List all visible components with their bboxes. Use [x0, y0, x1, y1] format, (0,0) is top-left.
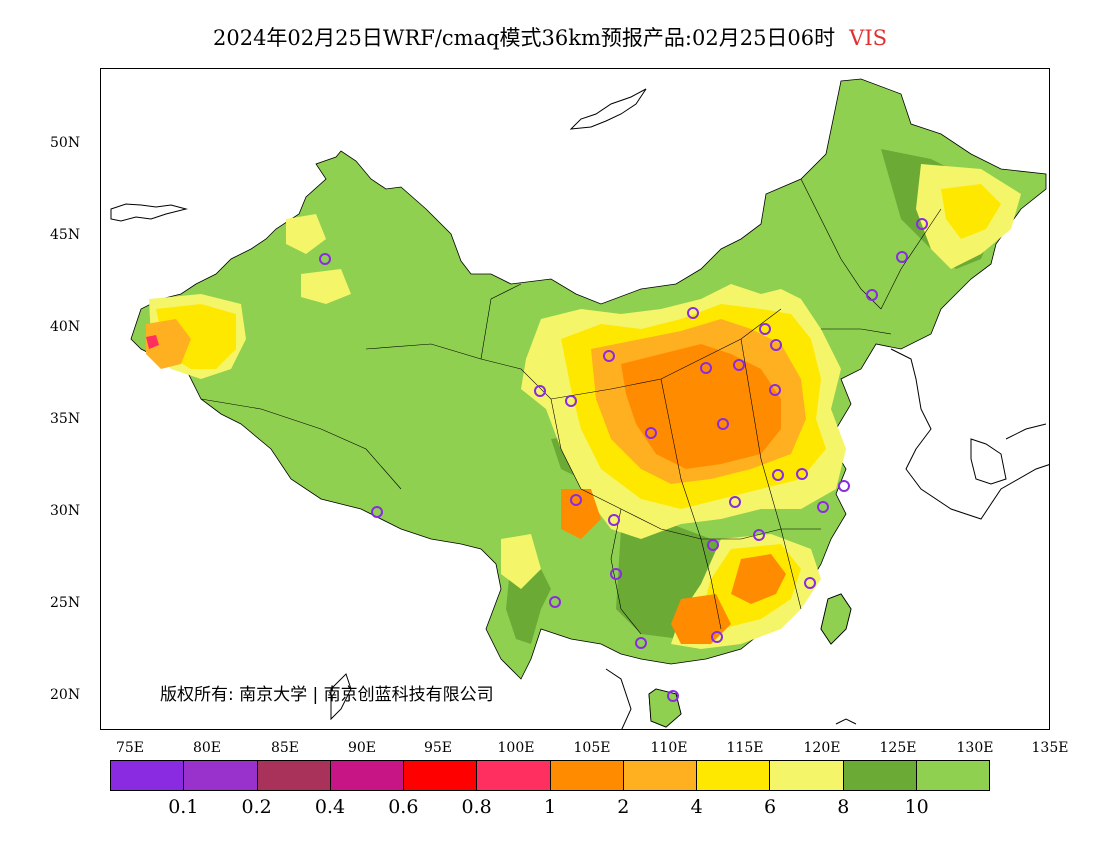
legend-label: 0.6 — [388, 796, 419, 818]
orange-zone — [621, 344, 781, 469]
x-tick-label: 120E — [803, 740, 841, 756]
x-tick-label: 105E — [573, 740, 611, 756]
taiwan-island — [820, 593, 852, 645]
x-tick-label: 75E — [115, 740, 145, 756]
station-marker — [549, 596, 561, 608]
station-marker — [534, 385, 546, 397]
x-tick-label: 115E — [726, 740, 764, 756]
station-marker — [817, 501, 829, 513]
station-marker — [608, 514, 620, 526]
station-marker — [645, 427, 657, 439]
legend-label: 2 — [617, 796, 630, 818]
station-marker — [603, 350, 615, 362]
station-marker — [570, 494, 582, 506]
station-marker — [707, 539, 719, 551]
x-tick-label: 85E — [270, 740, 300, 756]
station-marker — [711, 631, 723, 643]
x-tick-label: 100E — [497, 740, 535, 756]
x-tick-label: 90E — [347, 740, 377, 756]
station-marker — [796, 468, 808, 480]
legend-swatch — [257, 761, 331, 790]
station-marker — [753, 529, 765, 541]
station-markers — [319, 218, 928, 702]
station-marker — [729, 496, 741, 508]
station-marker — [769, 384, 781, 396]
legend-swatch — [404, 761, 478, 790]
legend-label: 4 — [690, 796, 703, 818]
station-marker — [700, 362, 712, 374]
legend-swatch — [770, 761, 844, 790]
light-yellow-zone — [301, 269, 351, 304]
station-marker — [371, 506, 383, 518]
map-canvas — [110, 78, 1049, 729]
x-tick-label: 95E — [423, 740, 453, 756]
legend-swatch — [184, 761, 258, 790]
y-tick-label: 50N — [50, 135, 81, 151]
legend-label: 0.2 — [241, 796, 272, 818]
legend-label: 0.1 — [168, 796, 199, 818]
legend-label: 0.4 — [314, 796, 346, 818]
legend-swatch — [843, 761, 917, 790]
legend-swatch — [550, 761, 624, 790]
legend-label: 0.8 — [461, 796, 492, 818]
station-marker — [667, 690, 679, 702]
y-tick-label: 25N — [50, 595, 81, 611]
light-yellow-zone — [286, 214, 326, 254]
station-marker — [635, 637, 647, 649]
y-tick-label: 30N — [50, 503, 81, 519]
map-title: 2024年02月25日WRF/cmaq模式36km预报产品:02月25日06时 V… — [0, 22, 1100, 52]
station-marker — [565, 395, 577, 407]
map-frame — [100, 68, 1050, 730]
yellow-zone — [941, 184, 1001, 239]
station-marker — [319, 253, 331, 265]
station-marker — [804, 577, 816, 589]
station-marker — [717, 418, 729, 430]
province-borders — [200, 178, 942, 635]
station-marker — [687, 307, 699, 319]
station-marker — [866, 289, 878, 301]
x-tick-label: 80E — [192, 740, 222, 756]
station-marker — [759, 323, 771, 335]
orange-light-zone — [146, 319, 191, 369]
x-tick-label: 135E — [1031, 740, 1069, 756]
x-tick-label: 130E — [956, 740, 994, 756]
station-marker — [772, 469, 784, 481]
station-marker — [770, 339, 782, 351]
legend-label: 1 — [543, 796, 557, 818]
legend-swatch — [477, 761, 551, 790]
legend-swatch — [916, 761, 989, 790]
station-marker — [733, 359, 745, 371]
title-variable: VIS — [849, 26, 888, 50]
x-tick-label: 125E — [879, 740, 917, 756]
red-zone — [146, 335, 159, 349]
color-legend — [110, 760, 990, 791]
y-tick-label: 40N — [50, 319, 81, 335]
legend-swatch — [623, 761, 697, 790]
legend-swatch — [111, 761, 185, 790]
legend-swatch — [697, 761, 771, 790]
title-main: 2024年02月25日WRF/cmaq模式36km预报产品:02月25日06时 — [212, 26, 836, 50]
legend-label: 8 — [837, 796, 850, 818]
light-yellow-zone — [501, 534, 541, 589]
x-tick-label: 110E — [650, 740, 688, 756]
y-tick-label: 20N — [50, 687, 81, 703]
legend-swatch — [330, 761, 404, 790]
legend-label: 6 — [763, 796, 777, 818]
legend-label: 10 — [904, 796, 929, 818]
station-marker — [916, 218, 928, 230]
station-marker — [838, 480, 850, 492]
copyright-notice: 版权所有: 南京大学 | 南京创蓝科技有限公司 — [160, 685, 494, 705]
y-tick-label: 45N — [50, 227, 81, 243]
y-tick-label: 35N — [50, 411, 81, 427]
station-marker — [896, 251, 908, 263]
station-marker — [610, 568, 622, 580]
hainan-island — [648, 688, 682, 728]
orange-zone — [731, 554, 786, 604]
